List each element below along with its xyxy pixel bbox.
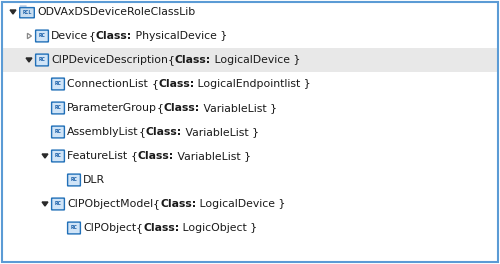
Text: {: { [138, 127, 145, 137]
FancyBboxPatch shape [68, 174, 80, 186]
Text: {: { [151, 79, 158, 89]
Text: LogicalEndpointlist }: LogicalEndpointlist } [194, 79, 311, 89]
Text: Class:: Class: [138, 151, 174, 161]
Text: VariableList }: VariableList } [174, 151, 251, 161]
Text: DLR: DLR [83, 175, 105, 185]
Polygon shape [26, 58, 32, 62]
Text: LogicalDevice }: LogicalDevice } [196, 199, 286, 209]
Text: PhysicalDevice }: PhysicalDevice } [132, 31, 227, 41]
FancyBboxPatch shape [52, 78, 64, 90]
Bar [3, 49, 497, 73]
Text: RC: RC [54, 153, 62, 158]
FancyBboxPatch shape [52, 198, 64, 210]
Text: {: { [153, 199, 160, 209]
FancyBboxPatch shape [36, 54, 49, 66]
Text: {: { [168, 55, 175, 65]
Text: LogicalDevice }: LogicalDevice } [211, 55, 300, 65]
Text: Class:: Class: [164, 103, 200, 113]
Text: Class:: Class: [158, 79, 194, 89]
Text: {: { [130, 151, 138, 161]
Text: Class:: Class: [146, 127, 182, 137]
Text: RC: RC [54, 81, 62, 86]
Text: VariableList }: VariableList } [200, 103, 277, 113]
Polygon shape [42, 202, 48, 206]
Text: CIPDeviceDescription: CIPDeviceDescription [51, 55, 168, 65]
Text: ConnectionList: ConnectionList [67, 79, 151, 89]
Text: Class:: Class: [175, 55, 211, 65]
Text: RC: RC [38, 57, 46, 62]
FancyBboxPatch shape [52, 126, 64, 138]
Text: VariableList }: VariableList } [182, 127, 259, 137]
Text: Class:: Class: [95, 31, 132, 41]
Text: ParameterGroup: ParameterGroup [67, 103, 157, 113]
Text: ODVAxDSDeviceRoleClassLib: ODVAxDSDeviceRoleClassLib [37, 7, 195, 17]
Text: RC: RC [38, 33, 46, 38]
Text: {: { [88, 31, 95, 41]
Text: RC: RC [70, 225, 78, 230]
Text: {: { [157, 103, 164, 113]
Text: AssemblyList: AssemblyList [67, 127, 138, 137]
Polygon shape [10, 10, 16, 14]
Text: RC: RC [70, 177, 78, 182]
Text: Class:: Class: [160, 199, 196, 209]
Text: CIPObjectModel: CIPObjectModel [67, 199, 153, 209]
Polygon shape [42, 154, 48, 158]
FancyBboxPatch shape [52, 150, 64, 162]
Text: RCL: RCL [22, 11, 32, 16]
FancyBboxPatch shape [36, 30, 49, 42]
Text: {: { [136, 223, 143, 233]
Text: RC: RC [54, 129, 62, 134]
Text: LogicObject }: LogicObject } [180, 223, 258, 233]
FancyBboxPatch shape [20, 8, 34, 18]
Text: RC: RC [54, 105, 62, 110]
Text: Class:: Class: [143, 223, 180, 233]
Text: CIPObject: CIPObject [83, 223, 136, 233]
Text: Device: Device [51, 31, 88, 41]
Text: RC: RC [54, 201, 62, 206]
Text: FeatureList: FeatureList [67, 151, 130, 161]
FancyBboxPatch shape [68, 222, 80, 234]
FancyBboxPatch shape [20, 5, 26, 11]
FancyBboxPatch shape [52, 102, 64, 114]
